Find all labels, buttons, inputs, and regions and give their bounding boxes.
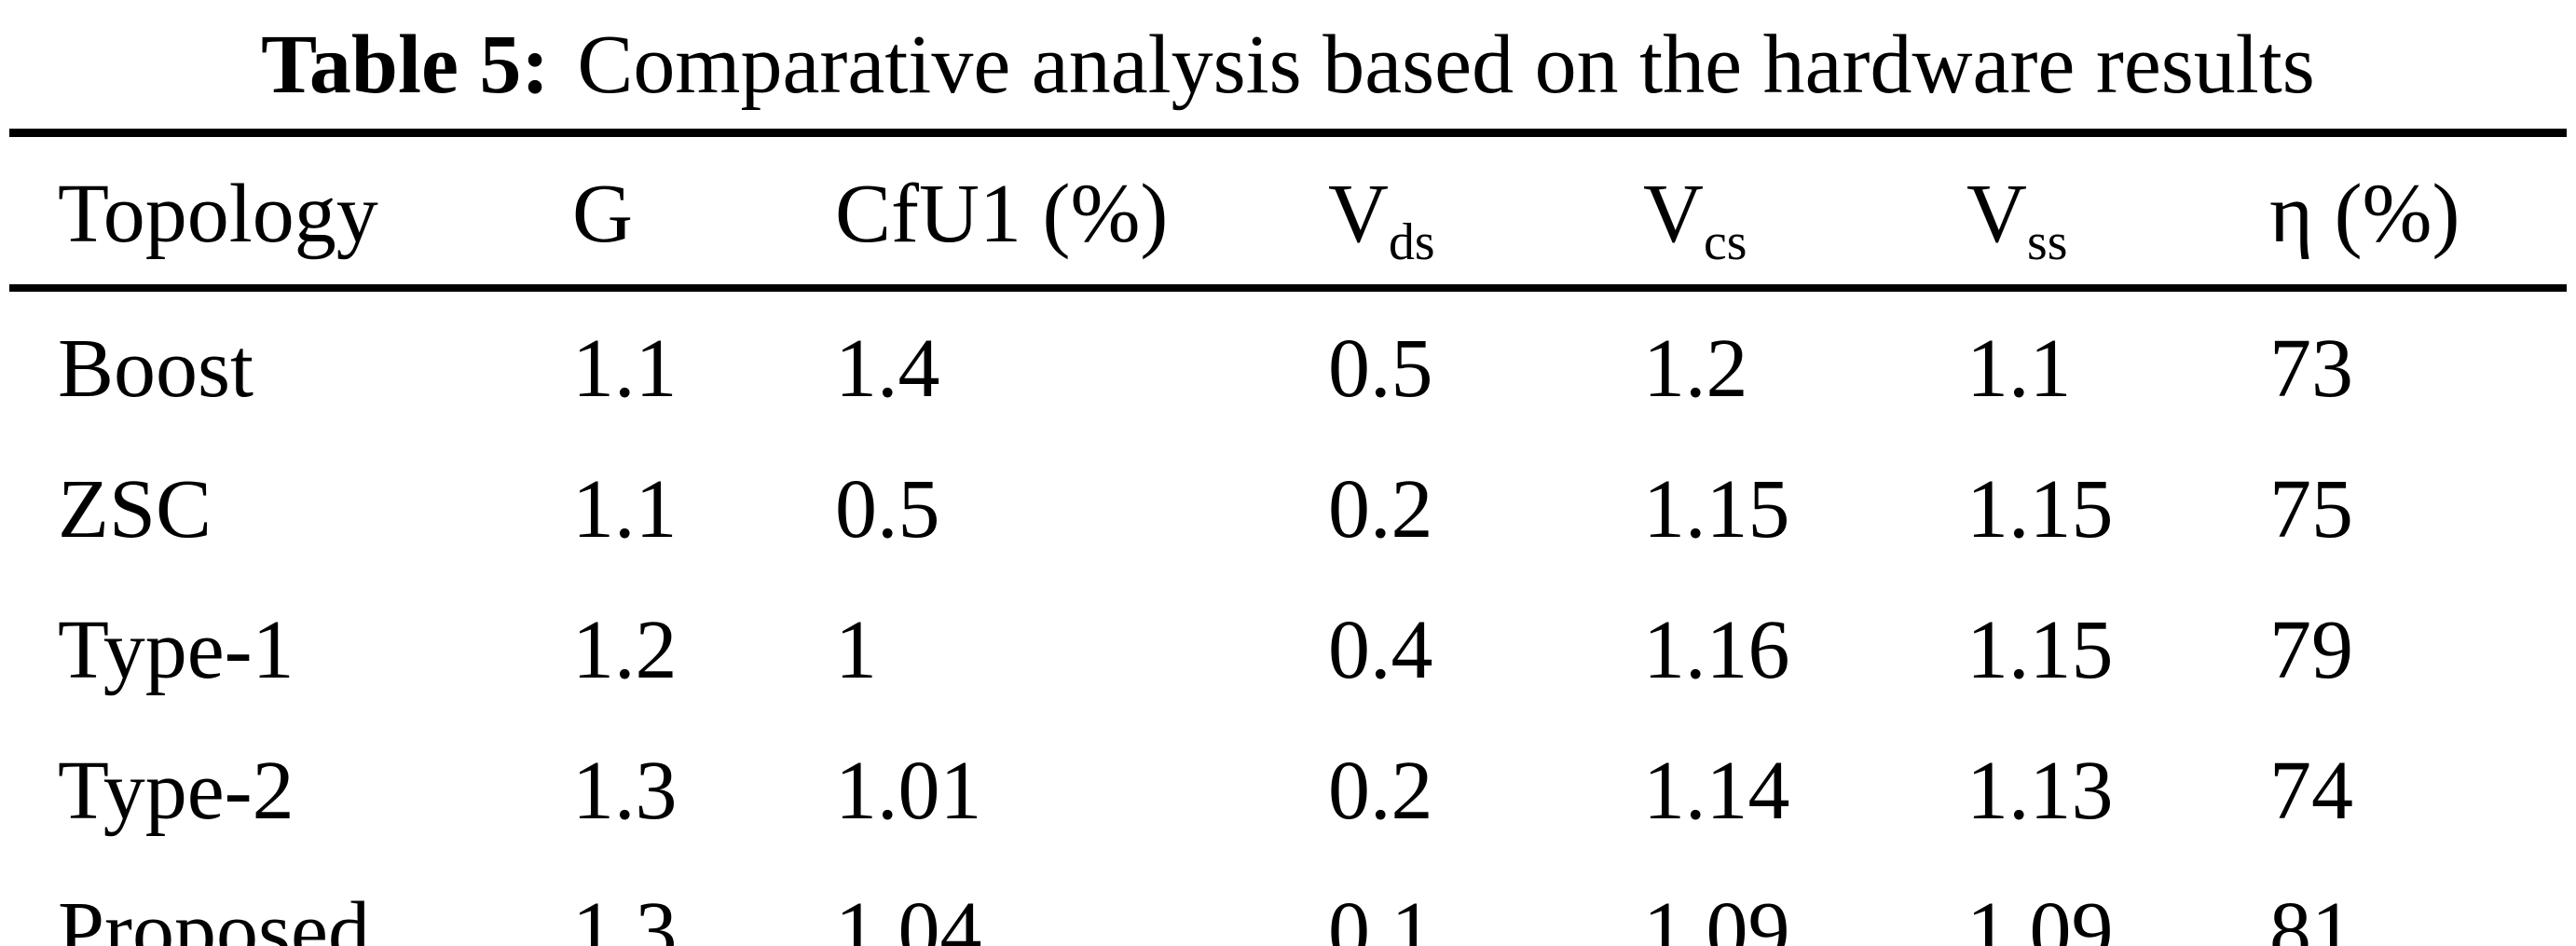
table-caption-text: Comparative analysis based on the hardwa…: [577, 18, 2315, 111]
vds-base: V: [1328, 167, 1389, 260]
cell-vds: 0.1: [1328, 885, 1433, 946]
column-header-vcs: Vcs: [1643, 133, 1966, 289]
cell-g: 1.1: [572, 463, 678, 555]
cell-cfu1: 0.5: [835, 463, 940, 555]
cell-vds: 0.4: [1328, 604, 1433, 696]
table-caption-number: Table 5:: [261, 18, 550, 111]
table-row-proposed: Proposed 1.3 1.04 0.1 1.09 1.09 81: [9, 855, 2567, 946]
vds-subscript: ds: [1389, 213, 1435, 271]
cell-vds: 0.2: [1328, 463, 1433, 555]
cell-vds: 0.2: [1328, 745, 1433, 837]
comparison-table: Topology G CfU1 (%) Vds Vcs Vss η (%) Bo…: [9, 129, 2567, 946]
column-header-efficiency: η (%): [2269, 167, 2460, 260]
column-header-vss: Vss: [1966, 133, 2269, 289]
table-row-boost: Boost 1.1 1.4 0.5 1.2 1.1 73: [9, 288, 2567, 432]
table-caption: Table 5: Comparative analysis based on t…: [0, 0, 2576, 129]
cell-topology: Boost: [58, 322, 254, 415]
cell-topology: ZSC: [58, 463, 212, 555]
cell-cfu1: 1: [835, 604, 877, 696]
cell-vcs: 1.14: [1643, 745, 1790, 837]
cell-g: 1.3: [572, 745, 678, 837]
cell-vcs: 1.15: [1643, 463, 1790, 555]
cell-g: 1.2: [572, 604, 678, 696]
cell-efficiency: 79: [2269, 604, 2353, 696]
cell-g: 1.1: [572, 322, 678, 415]
table-row-type2: Type-2 1.3 1.01 0.2 1.14 1.13 74: [9, 714, 2567, 855]
cell-vss: 1.09: [1966, 885, 2114, 946]
cell-cfu1: 1.04: [835, 885, 982, 946]
cell-topology: Type-1: [58, 604, 295, 696]
cell-vss: 1.15: [1966, 463, 2114, 555]
cell-vss: 1.15: [1966, 604, 2114, 696]
vss-base: V: [1966, 167, 2027, 260]
cell-vss: 1.13: [1966, 745, 2114, 837]
column-header-cfu1: CfU1 (%): [835, 167, 1169, 260]
column-header-topology: Topology: [58, 167, 378, 260]
table-row-zsc: ZSC 1.1 0.5 0.2 1.15 1.15 75: [9, 432, 2567, 573]
cell-cfu1: 1.4: [835, 322, 940, 415]
cell-vcs: 1.2: [1643, 322, 1748, 415]
cell-vss: 1.1: [1966, 322, 2072, 415]
cell-cfu1: 1.01: [835, 745, 982, 837]
cell-efficiency: 73: [2269, 322, 2353, 415]
cell-efficiency: 75: [2269, 463, 2353, 555]
vcs-base: V: [1643, 167, 1704, 260]
column-header-g: G: [572, 167, 633, 260]
cell-vcs: 1.09: [1643, 885, 1790, 946]
table-row-type1: Type-1 1.2 1 0.4 1.16 1.15 79: [9, 573, 2567, 714]
cell-efficiency: 74: [2269, 745, 2353, 837]
column-header-vds: Vds: [1328, 133, 1643, 289]
table-header-row: Topology G CfU1 (%) Vds Vcs Vss η (%): [9, 133, 2567, 289]
vcs-subscript: cs: [1704, 213, 1747, 271]
cell-g: 1.3: [572, 885, 678, 946]
cell-efficiency: 81: [2269, 885, 2353, 946]
cell-topology: Proposed: [58, 885, 370, 946]
cell-topology: Type-2: [58, 745, 295, 837]
cell-vds: 0.5: [1328, 322, 1433, 415]
cell-vcs: 1.16: [1643, 604, 1790, 696]
vss-subscript: ss: [2027, 213, 2068, 271]
